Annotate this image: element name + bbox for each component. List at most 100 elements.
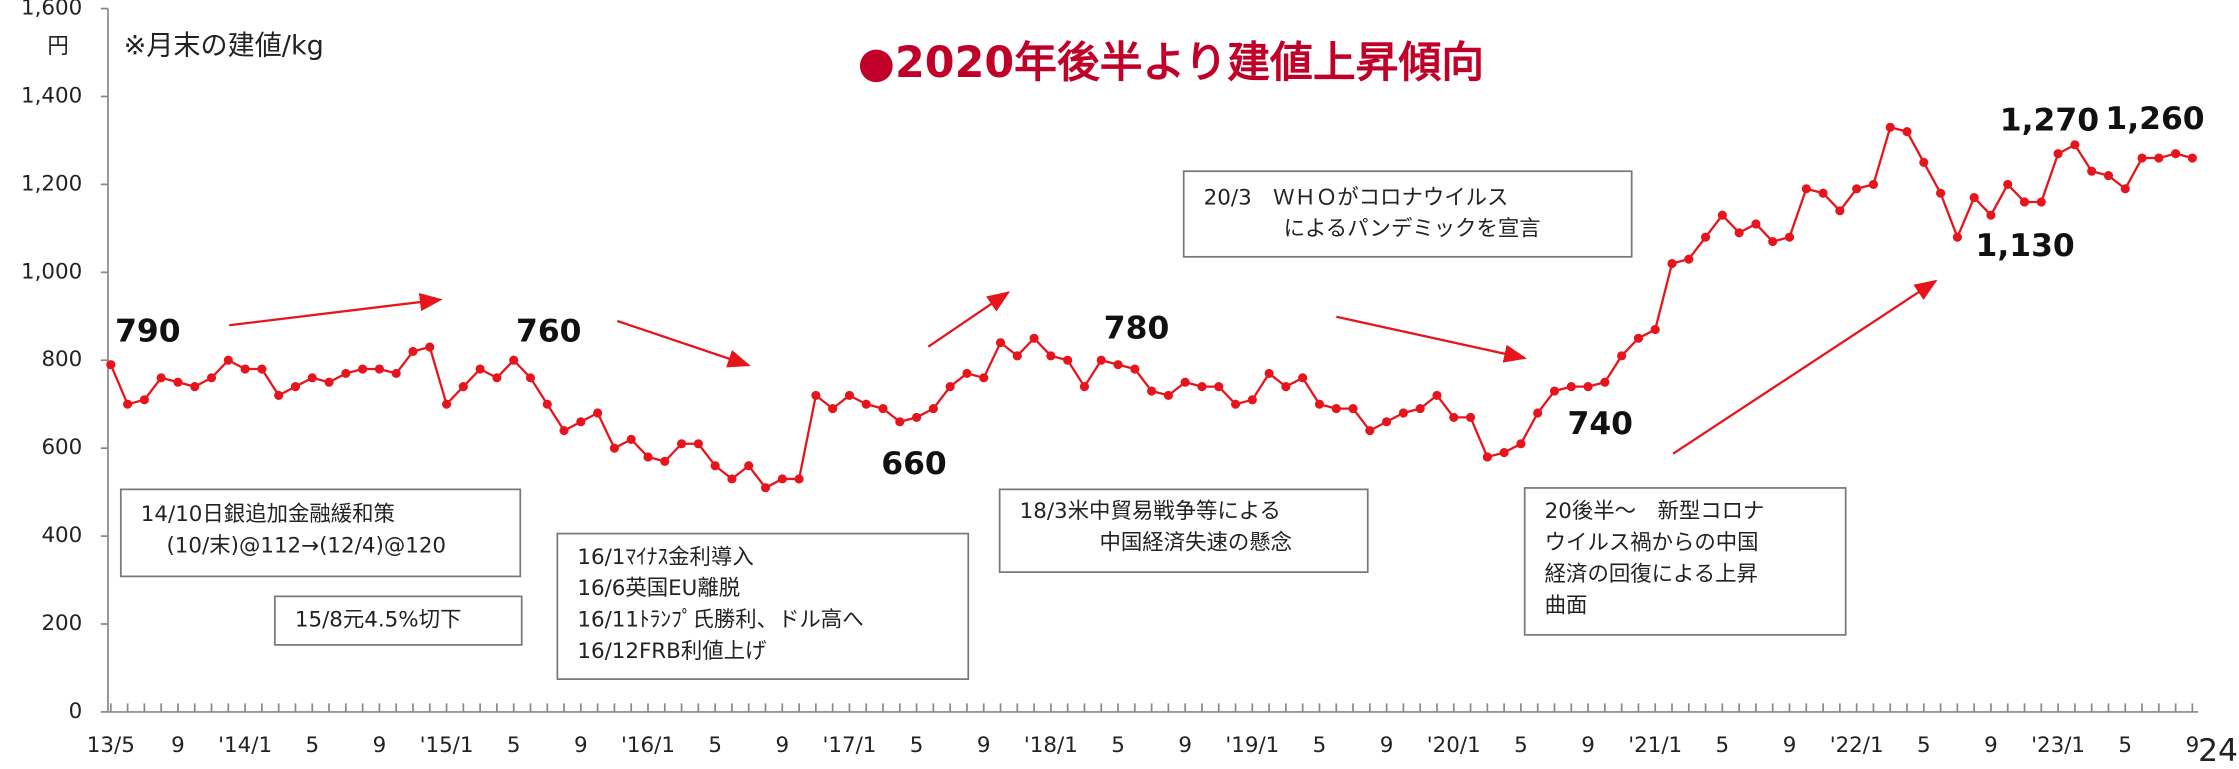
point — [2154, 153, 2164, 163]
annotation-text: 20後半～ 新型コロナ — [1545, 499, 1765, 524]
point — [106, 360, 116, 370]
point — [1617, 351, 1627, 361]
y-tick-label: 1,600 — [21, 0, 82, 21]
x-tick-label: 5 — [2118, 733, 2132, 758]
data-label: 790 — [115, 313, 181, 349]
annotation-text: ウイルス禍からの中国 — [1545, 531, 1759, 556]
point — [1197, 382, 1207, 392]
point — [1230, 399, 1241, 409]
point — [1499, 447, 1509, 458]
point — [1684, 254, 1694, 264]
x-tick-label: 9 — [1984, 733, 1998, 758]
point — [1482, 452, 1492, 462]
point — [525, 373, 536, 383]
y-tick-label: 1,200 — [21, 171, 82, 196]
point — [156, 373, 166, 383]
point — [274, 390, 284, 400]
x-tick-label: 5 — [1716, 733, 1730, 758]
point — [1298, 373, 1308, 383]
annotation-box — [998, 488, 1369, 573]
point — [240, 364, 250, 374]
point — [844, 390, 855, 400]
price-line — [109, 125, 2193, 490]
point — [1633, 333, 1643, 343]
point — [1717, 210, 1727, 220]
y-tick-label: 400 — [41, 523, 82, 548]
x-tick-label: 5 — [1917, 733, 1931, 758]
x-tick-label: 5 — [1514, 733, 1528, 758]
point — [995, 338, 1006, 348]
y-tick-label: 200 — [41, 611, 82, 636]
point — [626, 434, 636, 444]
point — [1919, 157, 1929, 167]
point — [2003, 179, 2013, 189]
annotation-text: 16/6英国EU離脱 — [577, 576, 740, 601]
point — [341, 368, 351, 378]
x-tick-label: 5 — [910, 733, 924, 758]
annotation-box — [274, 595, 523, 646]
point — [374, 364, 384, 374]
point — [2137, 153, 2147, 163]
annotation-box — [556, 532, 970, 680]
point — [1583, 382, 1593, 392]
x-tick-label: 5 — [305, 733, 319, 758]
point — [962, 368, 972, 378]
point — [408, 346, 418, 357]
point — [1885, 122, 1895, 132]
point — [576, 417, 586, 427]
point — [777, 474, 787, 484]
point — [1801, 184, 1811, 194]
x-tick-label: '17/1 — [822, 733, 876, 758]
point — [1012, 351, 1022, 361]
y-tick-label: 0 — [69, 699, 83, 724]
point — [593, 408, 603, 418]
point — [190, 382, 200, 392]
point — [358, 364, 368, 374]
annotation-text: 中国経済失速の懸念 — [1100, 531, 1293, 556]
x-tick-label: 9 — [171, 733, 185, 758]
point — [475, 364, 485, 374]
point — [425, 342, 435, 352]
point — [643, 452, 653, 462]
point — [492, 373, 502, 383]
point — [2120, 184, 2130, 194]
point — [1247, 395, 1257, 405]
point — [307, 373, 317, 383]
point — [609, 443, 619, 453]
point — [2087, 166, 2097, 176]
x-tick-label: 9 — [574, 733, 588, 758]
point — [693, 439, 703, 449]
x-tick-label: '19/1 — [1225, 733, 1279, 758]
point — [123, 399, 133, 409]
point — [945, 382, 955, 392]
x-tick-label: 9 — [2186, 733, 2200, 758]
data-label: 660 — [881, 446, 946, 482]
point — [1348, 404, 1358, 414]
data-label: 1,260 — [2105, 101, 2204, 137]
point — [794, 474, 804, 484]
annotation-text: 曲面 — [1545, 593, 1588, 618]
point — [1281, 382, 1291, 392]
x-tick-label: '23/1 — [2031, 733, 2085, 758]
point — [1784, 232, 1795, 242]
point — [1868, 179, 1879, 189]
annotation-box — [1182, 170, 1633, 258]
point — [1063, 355, 1073, 365]
x-tick-label: 13/5 — [87, 733, 135, 758]
point — [2053, 149, 2063, 159]
x-tick-label: 9 — [373, 733, 387, 758]
point — [509, 355, 519, 365]
annotation-text: 14/10日銀追加金融緩和策 — [141, 502, 395, 527]
x-tick-label: 5 — [1111, 733, 1125, 758]
point — [1952, 232, 1962, 242]
point — [1046, 351, 1056, 361]
arrow — [1672, 279, 1938, 455]
y-tick-label: 1,000 — [21, 259, 82, 284]
note: ※月末の建値/kg — [124, 31, 324, 62]
point — [1751, 219, 1761, 229]
point — [1147, 386, 1157, 396]
arrow — [229, 293, 443, 327]
y-unit: 円 — [47, 34, 68, 59]
point — [1650, 324, 1660, 335]
